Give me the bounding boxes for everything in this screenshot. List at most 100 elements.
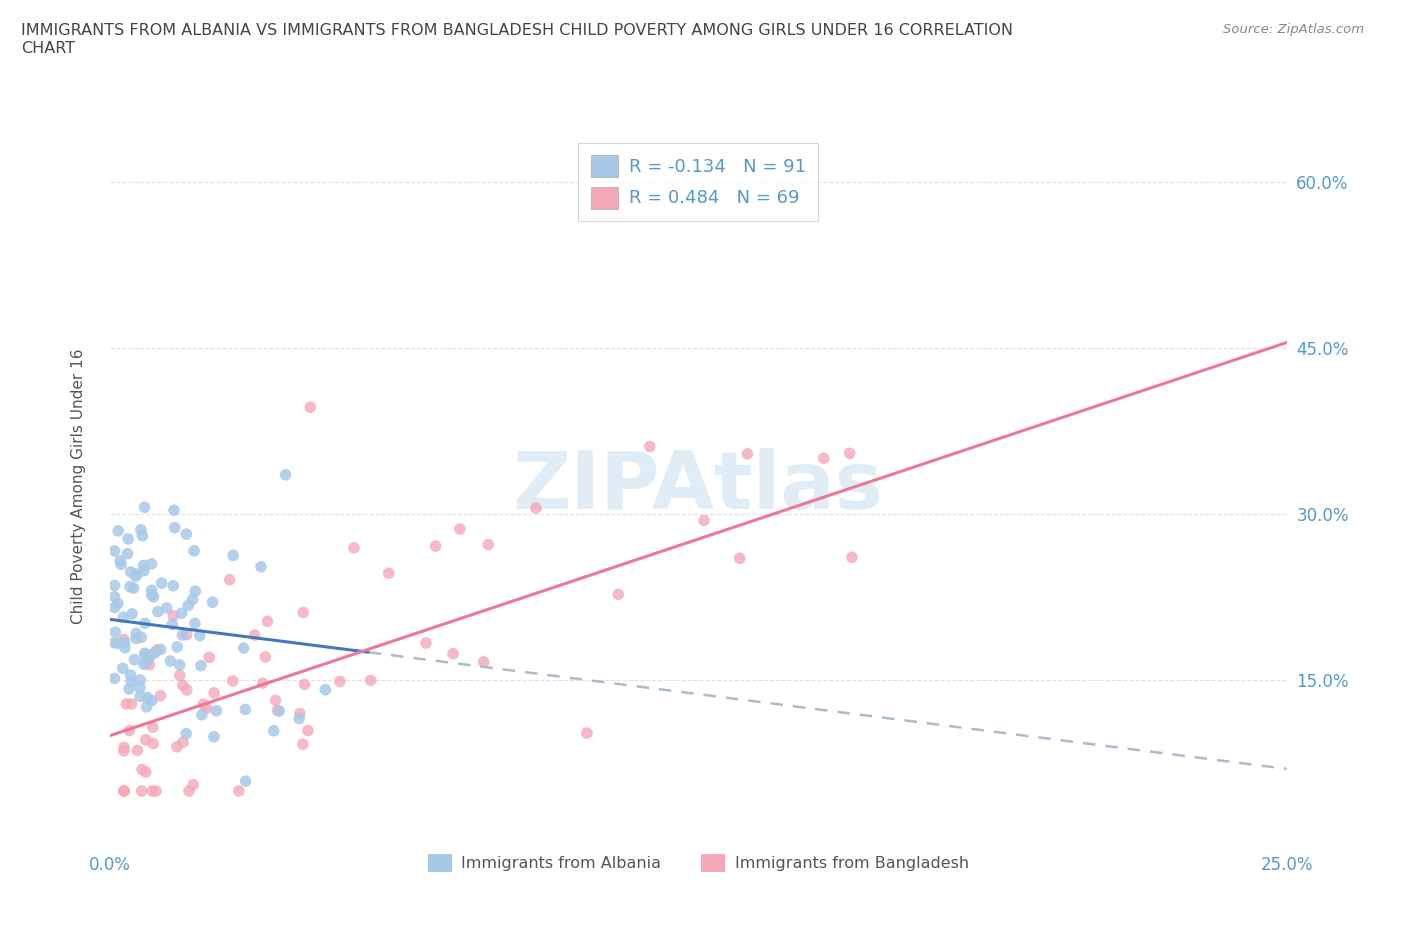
Point	[202, 685, 225, 700]
Point	[202, 729, 225, 744]
Point	[222, 673, 245, 688]
Point	[177, 784, 200, 799]
Point	[135, 764, 157, 779]
Point	[112, 740, 135, 755]
Point	[132, 558, 155, 573]
Point	[263, 724, 285, 738]
Point	[110, 557, 132, 572]
Point	[838, 446, 860, 461]
Text: ZIPAtlas: ZIPAtlas	[513, 447, 883, 525]
Point	[176, 526, 198, 541]
Point	[120, 674, 142, 689]
Point	[222, 548, 245, 563]
Point	[297, 724, 319, 738]
Text: IMMIGRANTS FROM ALBANIA VS IMMIGRANTS FROM BANGLADESH CHILD POVERTY AMONG GIRLS : IMMIGRANTS FROM ALBANIA VS IMMIGRANTS FR…	[21, 23, 1014, 56]
Point	[138, 658, 160, 672]
Point	[269, 704, 291, 719]
Point	[117, 546, 139, 561]
Point	[118, 579, 141, 594]
Point	[294, 677, 316, 692]
Point	[195, 700, 218, 715]
Point	[138, 647, 160, 662]
Point	[118, 682, 141, 697]
Point	[134, 645, 156, 660]
Point	[136, 690, 159, 705]
Point	[193, 697, 215, 711]
Point	[266, 703, 288, 718]
Point	[232, 641, 254, 656]
Point	[114, 635, 136, 650]
Point	[183, 543, 205, 558]
Point	[111, 661, 134, 676]
Point	[129, 672, 152, 687]
Point	[415, 635, 437, 650]
Point	[159, 654, 181, 669]
Point	[142, 590, 165, 604]
Point	[233, 702, 256, 717]
Point	[143, 645, 166, 660]
Point	[149, 688, 172, 703]
Point	[314, 683, 336, 698]
Point	[235, 774, 257, 789]
Point	[149, 642, 172, 657]
Point	[607, 587, 630, 602]
Y-axis label: Child Poverty Among Girls Under 16: Child Poverty Among Girls Under 16	[72, 349, 86, 624]
Point	[124, 652, 146, 667]
Point	[190, 658, 212, 673]
Point	[198, 650, 221, 665]
Point	[141, 588, 163, 603]
Point	[252, 676, 274, 691]
Point	[243, 628, 266, 643]
Point	[120, 565, 142, 579]
Point	[107, 596, 129, 611]
Point	[107, 524, 129, 538]
Point	[145, 784, 167, 799]
Point	[142, 720, 165, 735]
Point	[121, 697, 143, 711]
Point	[162, 618, 184, 632]
Point	[120, 668, 142, 683]
Point	[176, 627, 198, 642]
Point	[141, 693, 163, 708]
Point	[441, 646, 464, 661]
Point	[112, 610, 135, 625]
Point	[449, 522, 471, 537]
Point	[188, 628, 211, 643]
Point	[228, 784, 250, 799]
Point	[134, 647, 156, 662]
Point	[329, 674, 352, 689]
Point	[103, 543, 125, 558]
Point	[250, 560, 273, 575]
Point	[131, 784, 153, 799]
Point	[115, 697, 138, 711]
Point	[288, 711, 311, 726]
Point	[125, 626, 148, 641]
Point	[103, 600, 125, 615]
Point	[121, 606, 143, 621]
Point	[132, 657, 155, 671]
Point	[256, 614, 278, 629]
Point	[132, 564, 155, 578]
Point	[103, 671, 125, 685]
Point	[166, 739, 188, 754]
Point	[150, 576, 173, 591]
Point	[136, 649, 159, 664]
Point	[360, 673, 382, 688]
Point	[112, 632, 135, 647]
Point	[299, 400, 322, 415]
Point	[135, 655, 157, 670]
Point	[125, 566, 148, 581]
Point	[163, 520, 186, 535]
Point	[841, 550, 863, 565]
Point	[166, 640, 188, 655]
Point	[218, 572, 240, 587]
Point	[291, 737, 314, 751]
Point	[274, 467, 297, 482]
Point	[141, 583, 163, 598]
Point	[141, 784, 163, 799]
Point	[174, 726, 197, 741]
Point	[112, 784, 135, 799]
Point	[103, 590, 125, 604]
Point	[205, 703, 228, 718]
Legend: Immigrants from Albania, Immigrants from Bangladesh: Immigrants from Albania, Immigrants from…	[422, 848, 976, 878]
